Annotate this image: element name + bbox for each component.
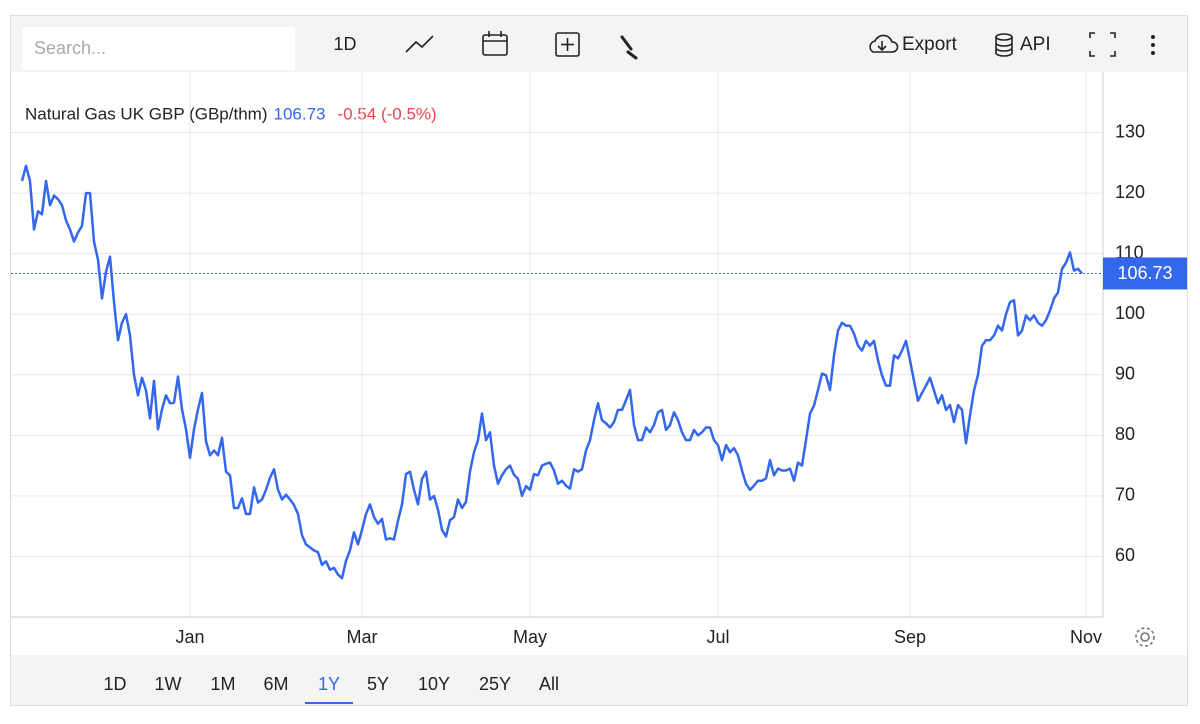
y-tick-label: 60 — [1115, 545, 1135, 565]
last-value-label: 106.73 — [1117, 263, 1172, 283]
search-box[interactable] — [22, 27, 295, 70]
x-tick-label: Jan — [175, 627, 204, 647]
gear-icon[interactable] — [1135, 627, 1155, 647]
settings-wrench-icon[interactable] — [620, 35, 638, 60]
active-range-underline — [305, 702, 353, 704]
y-tick-label: 130 — [1115, 121, 1145, 141]
y-tick-label: 100 — [1115, 303, 1145, 323]
y-tick-label: 110 — [1115, 242, 1144, 262]
header-last-value: 106.73 — [273, 104, 325, 123]
range-button[interactable]: All — [539, 674, 559, 694]
x-tick-label: Sep — [894, 627, 926, 647]
x-tick-label: May — [513, 627, 547, 647]
api-button[interactable]: API — [1020, 34, 1051, 55]
range-button[interactable]: 25Y — [479, 674, 511, 694]
api-icon[interactable] — [995, 33, 1013, 57]
more-icon[interactable] — [1151, 35, 1155, 55]
x-tick-label: Mar — [347, 627, 378, 647]
search-placeholder: Search... — [34, 38, 106, 58]
header-change: -0.54 (-0.5%) — [337, 104, 436, 123]
export-icon[interactable] — [869, 34, 899, 53]
y-tick-label: 80 — [1115, 424, 1135, 444]
x-tick-label: Jul — [706, 627, 729, 647]
range-button[interactable]: 1Y — [318, 674, 340, 694]
export-button[interactable]: Export — [902, 34, 958, 55]
widget-frame — [10, 15, 1188, 706]
last-value-box — [1103, 257, 1187, 290]
range-button[interactable]: 10Y — [418, 674, 450, 694]
range-button[interactable]: 1W — [155, 674, 182, 694]
range-button[interactable]: 5Y — [367, 674, 389, 694]
y-tick-label: 70 — [1115, 485, 1135, 505]
x-tick-label: Nov — [1070, 627, 1102, 647]
price-line — [20, 164, 1083, 580]
chart-title: Natural Gas UK GBP (GBp/thm) — [25, 104, 267, 123]
range-button[interactable]: 1D — [103, 674, 126, 694]
y-tick-label: 90 — [1115, 364, 1135, 384]
calendar-icon[interactable] — [482, 31, 508, 56]
chart-type-icon[interactable] — [405, 35, 434, 53]
range-bar — [11, 655, 1187, 705]
range-button[interactable]: 6M — [263, 674, 288, 694]
fullscreen-icon[interactable] — [1089, 32, 1116, 57]
y-tick-label: 120 — [1115, 182, 1145, 202]
add-icon[interactable] — [555, 32, 580, 57]
range-button[interactable]: 1M — [210, 674, 235, 694]
interval-button[interactable]: 1D — [333, 34, 356, 54]
